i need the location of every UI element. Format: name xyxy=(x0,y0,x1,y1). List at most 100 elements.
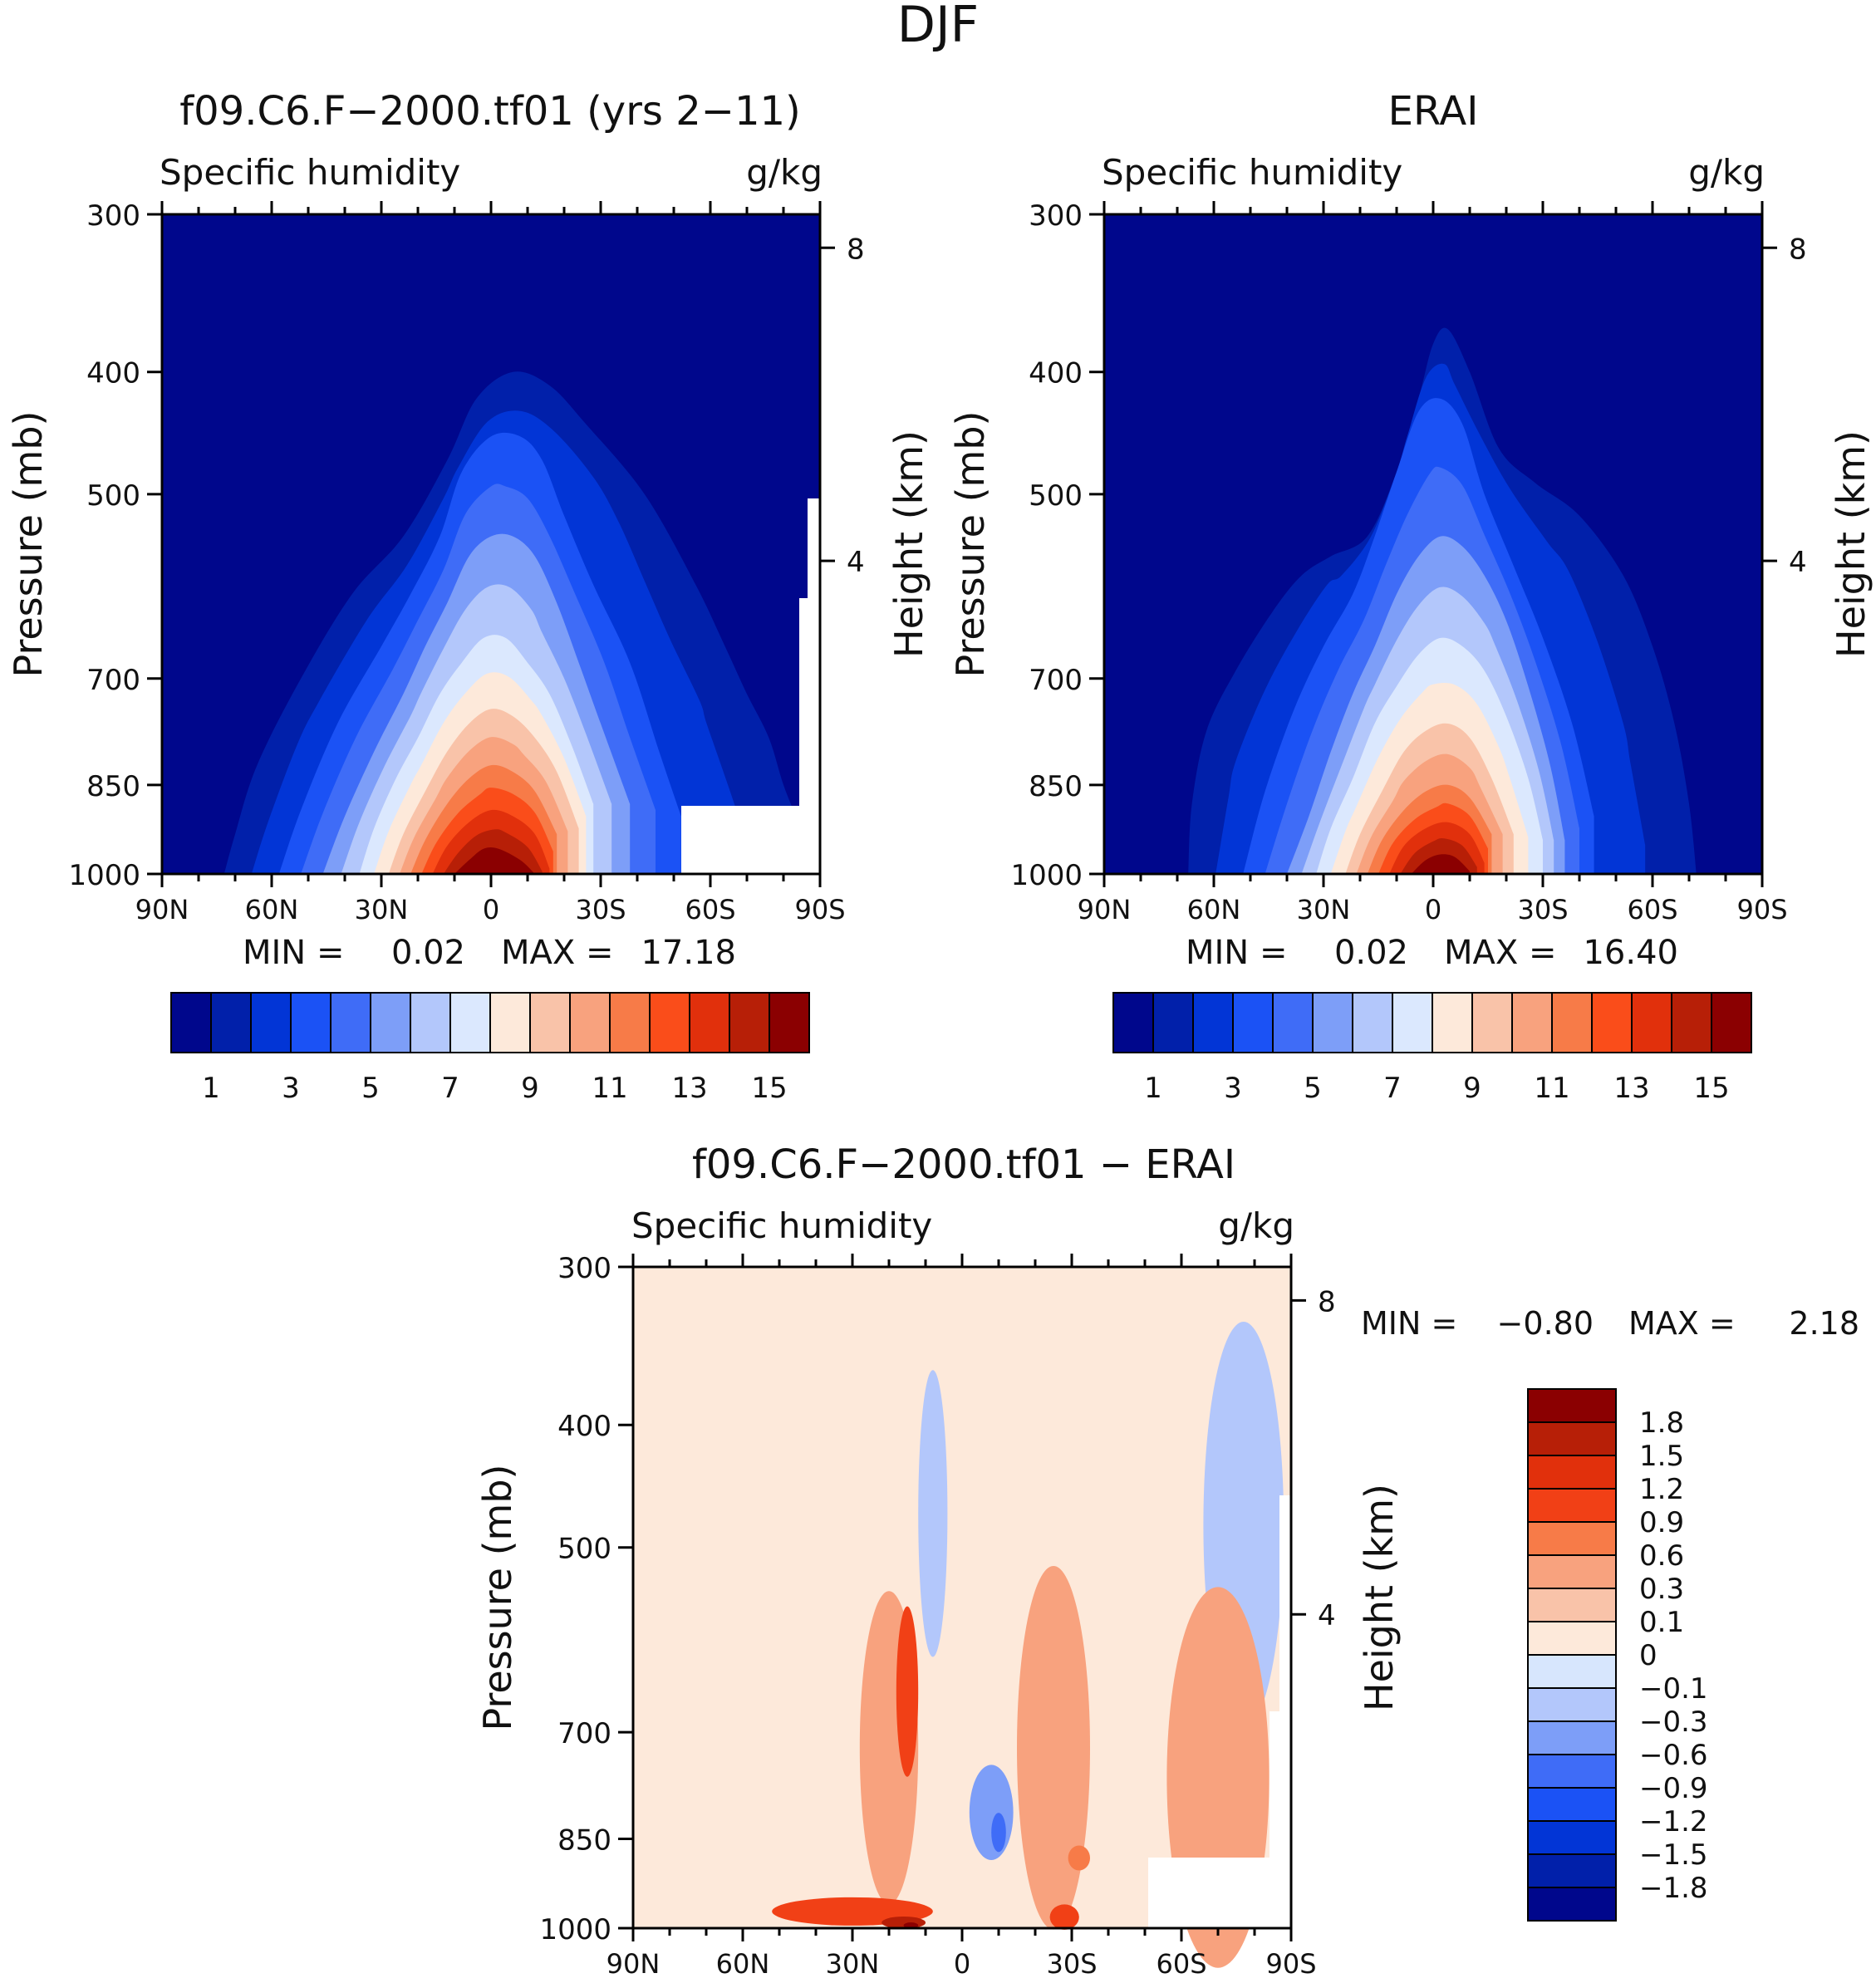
colorbar-box xyxy=(410,992,451,1053)
panel-model-axes: 300 400 500 700 850 1000 8 4 90N 60N 30N 0 30S 60S 90S xyxy=(68,199,864,925)
x-tick-label: 90S xyxy=(1265,1948,1316,1980)
colorbar-box xyxy=(689,992,730,1053)
panel-obs-y-axis-title: Pressure (mb) xyxy=(948,411,993,678)
colorbar-label: 1.2 xyxy=(1639,1473,1684,1506)
panel-obs-axes: 300 400 500 700 850 1000 8 4 90N 60N 30N 0 30S 60S 90S xyxy=(1010,199,1806,925)
x-tick-label: 60S xyxy=(1156,1948,1206,1980)
y-tick-label: 300 xyxy=(557,1252,611,1285)
panel-obs-contour-fill xyxy=(1188,327,1697,874)
panel-model-plot-area xyxy=(160,213,822,876)
colorbar-label: 5 xyxy=(361,1072,380,1105)
colorbar-box xyxy=(1551,992,1593,1053)
y2-tick-label: 8 xyxy=(847,233,865,266)
colorbar-label: −0.3 xyxy=(1639,1706,1708,1739)
colorbar-box xyxy=(1312,992,1353,1053)
diff-region-6 xyxy=(1017,1565,1090,1930)
x-tick-label: 30N xyxy=(355,894,409,925)
colorbar-box xyxy=(649,992,690,1053)
x-tick-label: 90S xyxy=(794,894,845,925)
diff-region-2 xyxy=(991,1813,1006,1853)
y2-tick-label: 4 xyxy=(1318,1599,1336,1632)
x-tick-label: 0 xyxy=(1425,894,1441,925)
panel-diff-plot-area xyxy=(631,1265,1293,1968)
panel-model-min-value: 0.02 xyxy=(391,934,465,972)
colorbar-box xyxy=(1527,1621,1617,1656)
colorbar-label: 0.6 xyxy=(1639,1539,1684,1573)
y2-tick-label: 4 xyxy=(847,546,865,579)
x-tick-label: 60N xyxy=(245,894,299,925)
colorbar-box xyxy=(1527,1754,1617,1789)
panel-model-max-label: MAX = xyxy=(501,934,614,972)
diff-region-1 xyxy=(969,1765,1014,1860)
colorbar-box xyxy=(1527,1820,1617,1855)
colorbar-label: −0.6 xyxy=(1639,1739,1708,1772)
panel-obs-colorbar: 1 3 5 7 9 11 13 15 xyxy=(1112,992,1752,1105)
panel-diff-title: f09.C6.F−2000.tf01 − ERAI xyxy=(692,1141,1235,1188)
panel-diff-units-label: g/kg xyxy=(1218,1205,1294,1246)
colorbar-label: 3 xyxy=(282,1072,300,1105)
colorbar-box xyxy=(1527,1554,1617,1589)
colorbar-box xyxy=(1527,1787,1617,1822)
panel-obs-quantity-label: Specific humidity xyxy=(1102,152,1402,193)
panel-obs: ERAI Specific humidity g/kg 300400500700… xyxy=(948,88,1874,1105)
colorbar-label: 0 xyxy=(1639,1639,1657,1672)
colorbar-box xyxy=(1232,992,1274,1053)
x-tick-label: 60N xyxy=(716,1948,770,1980)
colorbar-box xyxy=(1527,1588,1617,1622)
y-tick-label: 300 xyxy=(1029,199,1083,233)
colorbar-box xyxy=(769,992,810,1053)
colorbar-box xyxy=(330,992,371,1053)
colorbar-label: −0.1 xyxy=(1639,1672,1708,1706)
panel-obs-title: ERAI xyxy=(1388,88,1479,135)
x-tick-label: 90N xyxy=(135,894,189,925)
y2-tick-label: 4 xyxy=(1789,546,1807,579)
y-tick-label: 1000 xyxy=(68,859,140,892)
panel-model-max-value: 17.18 xyxy=(641,934,736,972)
colorbar-box xyxy=(250,992,292,1053)
y-tick-label: 300 xyxy=(86,199,140,233)
x-tick-label: 60S xyxy=(685,894,735,925)
colorbar-box xyxy=(290,992,331,1053)
y-tick-label: 1000 xyxy=(539,1913,611,1946)
x-tick-label: 60S xyxy=(1627,894,1677,925)
diff-region-5 xyxy=(896,1606,919,1777)
y-tick-label: 1000 xyxy=(1010,859,1083,892)
colorbar-box xyxy=(1112,992,1154,1053)
colorbar-label: 1 xyxy=(202,1072,220,1105)
colorbar-label: −1.5 xyxy=(1639,1838,1708,1872)
colorbar-label: 0.1 xyxy=(1639,1606,1684,1639)
diff-region-11 xyxy=(1049,1904,1079,1930)
x-tick-label: 90N xyxy=(607,1948,661,1980)
colorbar-box xyxy=(449,992,491,1053)
panel-diff-missing-data xyxy=(1148,1495,1291,1928)
panel-diff-colorbar: 1.81.51.20.90.60.30.10−0.1−0.3−0.6−0.9−1… xyxy=(1527,1388,1708,1922)
x-tick-label: 30S xyxy=(1517,894,1568,925)
colorbar-box xyxy=(1711,992,1752,1053)
y-tick-label: 850 xyxy=(1029,770,1083,803)
panel-model-min-label: MIN = xyxy=(243,934,344,972)
colorbar-label: 11 xyxy=(1534,1072,1569,1105)
panel-model-units-label: g/kg xyxy=(746,152,823,193)
colorbar-label: 1.5 xyxy=(1639,1440,1684,1473)
x-tick-label: 0 xyxy=(954,1948,970,1980)
colorbar-label: 0.3 xyxy=(1639,1573,1684,1606)
colorbar-box xyxy=(1671,992,1712,1053)
colorbar-box xyxy=(1527,1488,1617,1523)
panel-obs-min-label: MIN = xyxy=(1186,934,1287,972)
colorbar-box xyxy=(569,992,611,1053)
colorbar-box xyxy=(609,992,651,1053)
colorbar-label: −1.8 xyxy=(1639,1872,1708,1905)
colorbar-label: 0.9 xyxy=(1639,1506,1684,1539)
y-tick-label: 400 xyxy=(86,357,140,390)
x-tick-label: 90S xyxy=(1736,894,1787,925)
x-tick-label: 30N xyxy=(1297,894,1351,925)
colorbar-label: 13 xyxy=(1613,1072,1649,1105)
colorbar-box xyxy=(1471,992,1513,1053)
colorbar-label: −1.2 xyxy=(1639,1805,1708,1838)
panel-model-y2-axis-title: Height (km) xyxy=(886,430,931,658)
y-tick-label: 400 xyxy=(557,1410,611,1443)
y-tick-label: 700 xyxy=(1029,664,1083,697)
panel-diff-axes: 300 400 500 700 850 1000 8 4 90N 60N 30N 0 30S 60S 90S xyxy=(539,1252,1335,1980)
colorbar-label: 9 xyxy=(521,1072,539,1105)
